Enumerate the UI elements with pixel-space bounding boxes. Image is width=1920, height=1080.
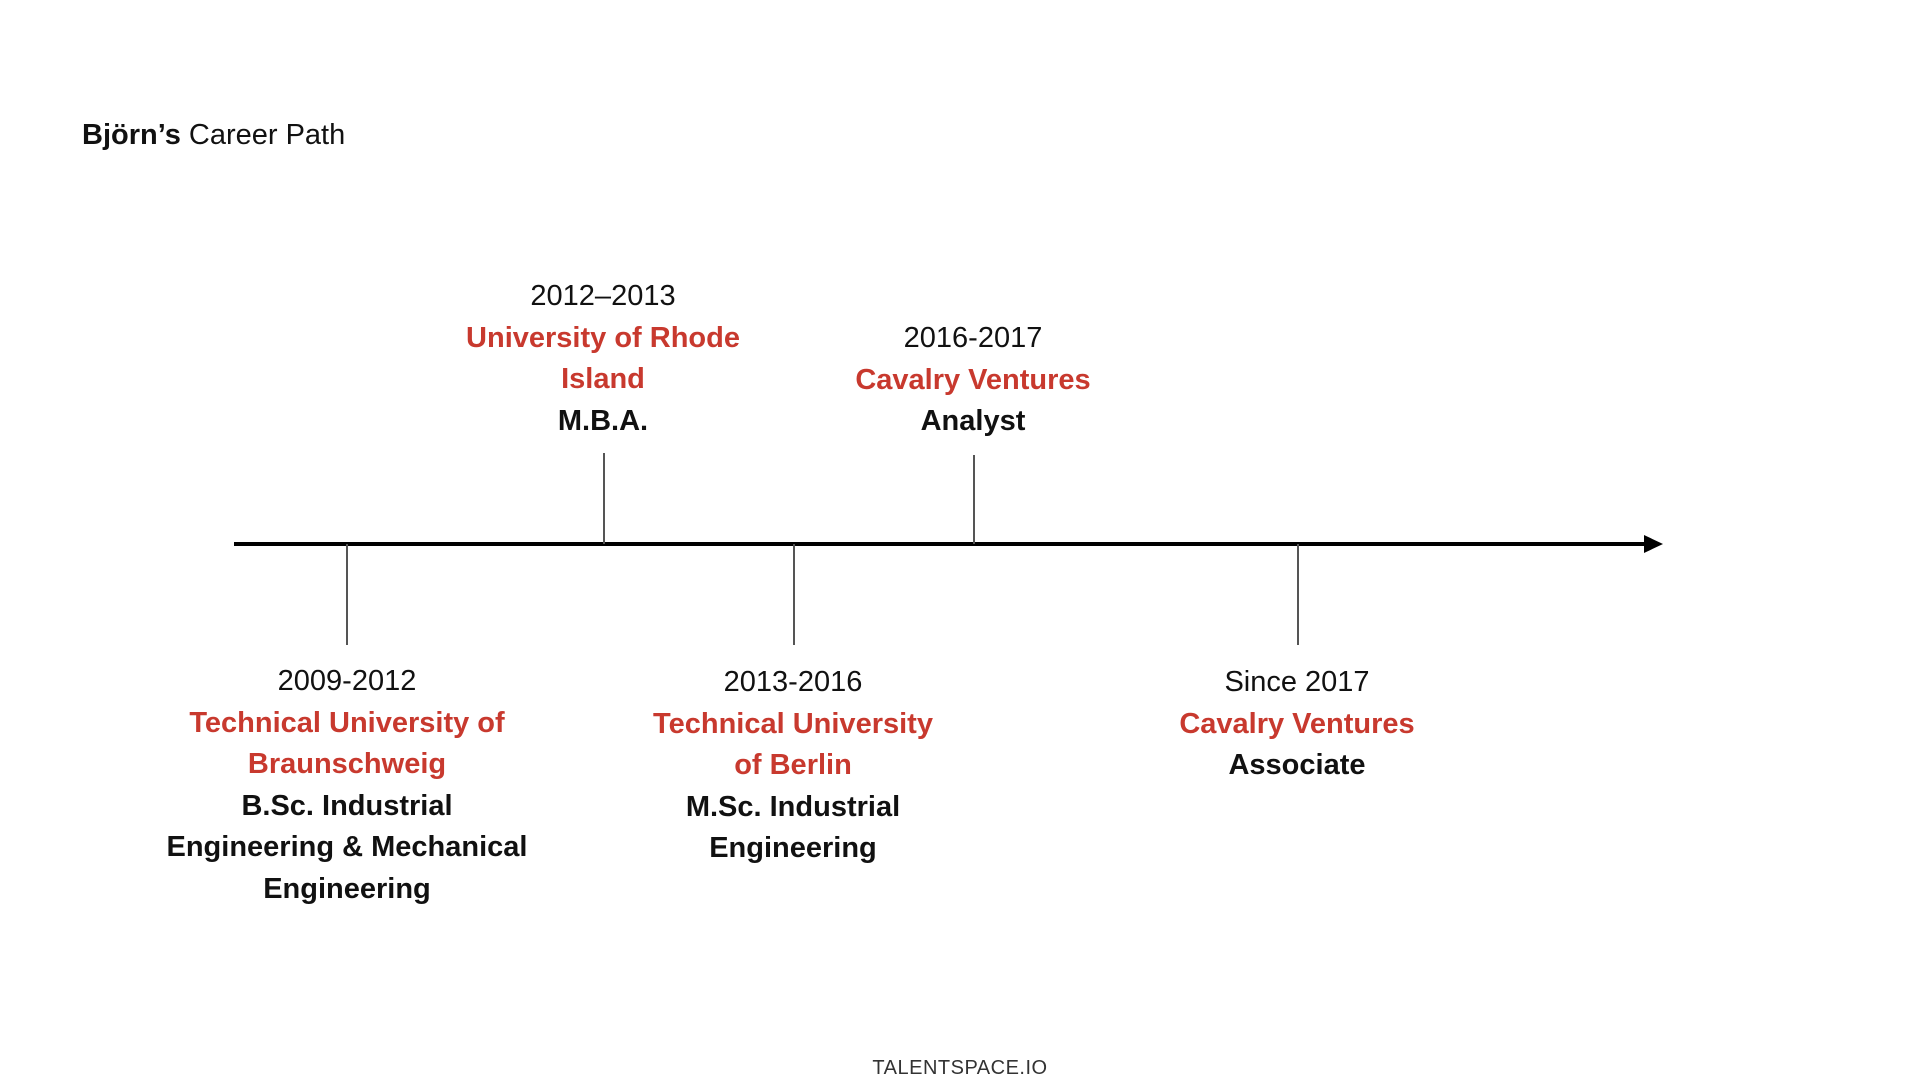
event-role-line: Analyst — [920, 405, 1026, 437]
event-role-line: Engineering — [263, 872, 431, 905]
event-organization: Technical University of Braunschweig — [137, 703, 557, 786]
event-role-line: Engineering & Mechanical — [166, 831, 528, 863]
event-organization-line: Technical University of — [189, 706, 505, 739]
tick-2009-2012 — [346, 544, 348, 645]
event-organization-line: Cavalry Ventures — [1179, 707, 1415, 740]
tick-since-2017 — [1297, 544, 1299, 645]
event-role: M.B.A. — [466, 401, 740, 443]
tick-2016-2017 — [973, 455, 975, 544]
event-organization-line: Technical University — [653, 707, 933, 740]
event-role: Associate — [1137, 745, 1457, 787]
event-2009-2012: 2009-2012 Technical University of Brauns… — [137, 661, 557, 910]
event-role-line: M.Sc. Industrial — [685, 790, 901, 823]
event-role-line: B.Sc. Industrial — [241, 789, 453, 822]
event-years: 2016-2017 — [903, 322, 1043, 354]
event-organization: Cavalry Ventures — [855, 360, 1090, 402]
event-2016-2017: 2016-2017 Cavalry Ventures Analyst — [855, 318, 1090, 443]
event-role-line: Engineering — [709, 832, 877, 864]
event-role: B.Sc. Industrial Engineering & Mechanica… — [137, 786, 557, 911]
event-2012-2013: 2012–2013 University of Rhode Island M.B… — [466, 276, 740, 442]
timeline-axis — [234, 542, 1647, 546]
page-title: Björn’s Career Path — [82, 118, 345, 153]
event-organization-line: Island — [561, 363, 645, 395]
event-organization-line: of Berlin — [734, 749, 852, 781]
event-role-line: Associate — [1228, 749, 1366, 781]
event-role: Analyst — [855, 401, 1090, 443]
tick-2013-2016 — [793, 544, 795, 645]
event-organization-line: Braunschweig — [247, 748, 447, 780]
event-years: 2013-2016 — [723, 666, 863, 698]
event-2013-2016: 2013-2016 Technical University of Berlin… — [623, 662, 963, 870]
title-name: Björn’s — [82, 119, 181, 151]
event-years: 2009-2012 — [277, 665, 417, 697]
event-organization: Cavalry Ventures — [1137, 704, 1457, 746]
event-years: Since 2017 — [1224, 666, 1370, 698]
event-since-2017: Since 2017 Cavalry Ventures Associate — [1137, 662, 1457, 787]
event-organization-line: University of Rhode — [466, 321, 740, 354]
footer-brand: TALENTSPACE.IO — [872, 1057, 1048, 1079]
event-years: 2012–2013 — [530, 280, 676, 312]
event-role: M.Sc. Industrial Engineering — [623, 787, 963, 870]
tick-2012-2013 — [603, 453, 605, 544]
event-role-line: M.B.A. — [557, 404, 649, 437]
event-organization-line: Cavalry Ventures — [855, 363, 1091, 396]
event-organization: Technical University of Berlin — [623, 704, 963, 787]
title-rest: Career Path — [188, 119, 346, 151]
event-organization: University of Rhode Island — [466, 318, 740, 401]
timeline-arrowhead — [1644, 535, 1663, 553]
